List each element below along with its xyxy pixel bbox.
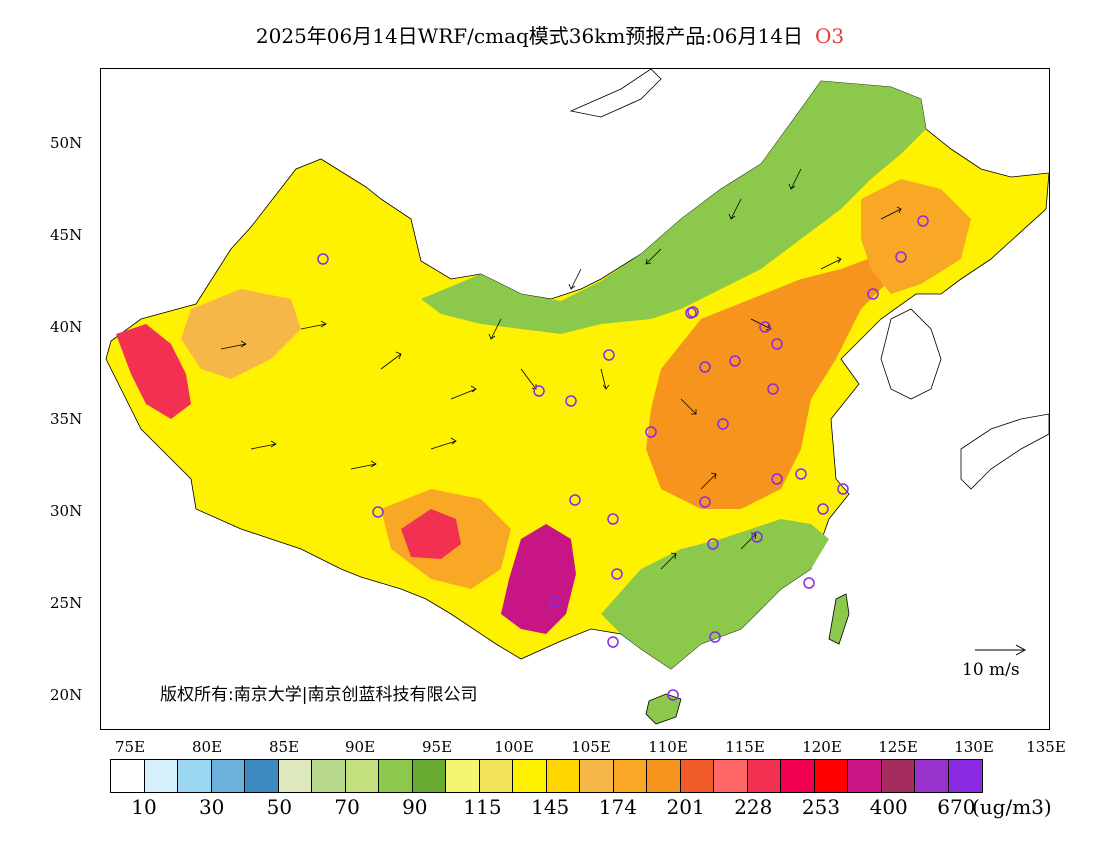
lon-label-75: 75E <box>114 738 146 756</box>
lon-label-110: 110E <box>648 738 688 756</box>
colorbar-swatch <box>412 760 446 792</box>
lon-label-125: 125E <box>878 738 918 756</box>
colorbar-tick-label: 145 <box>531 795 570 819</box>
colorbar-tick-label: 10 <box>131 795 157 819</box>
lon-label-85: 85E <box>268 738 300 756</box>
lon-label-80: 80E <box>191 738 223 756</box>
orange-zone-northeast <box>861 179 971 294</box>
colorbar-tick-label: 400 <box>869 795 908 819</box>
coastline-sakhalin <box>569 69 662 118</box>
lon-label-120: 120E <box>802 738 842 756</box>
colorbar-swatch <box>747 760 781 792</box>
city-markers <box>317 215 929 701</box>
colorbar-swatch <box>479 760 513 792</box>
lat-label-45: 45N <box>50 226 83 244</box>
colorbar-swatch <box>245 760 279 792</box>
colorbar-swatch <box>546 760 580 792</box>
wind-reference-arrow <box>960 640 1030 664</box>
china-fill <box>105 80 1049 670</box>
colorbar-tick-label: 70 <box>334 795 360 819</box>
colorbar-swatch <box>714 760 748 792</box>
coastline-japan <box>960 413 1049 490</box>
red-hotspot-tibet <box>401 509 461 559</box>
species-label: O3 <box>814 24 845 48</box>
map-title: 2025年06月14日WRF/cmaq模式36km预报产品:06月14日 O3 <box>0 20 1100 49</box>
red-hotspot-kashgar <box>116 324 191 419</box>
green-taiwan <box>828 593 850 645</box>
colorbar-tick-label: 174 <box>598 795 637 819</box>
colorbar <box>110 759 983 793</box>
colorbar-swatch <box>680 760 714 792</box>
unit-label: (ug/m3) <box>972 795 1052 819</box>
title-text: 2025年06月14日WRF/cmaq模式36km预报产品:06月14日 <box>255 24 803 48</box>
colorbar-tick-label: 115 <box>463 795 502 819</box>
colorbar-tick-label: 670 <box>937 795 976 819</box>
green-zone-north <box>421 81 926 334</box>
wind-vectors <box>220 168 902 570</box>
colorbar-tick-label: 201 <box>666 795 705 819</box>
green-zone-south <box>601 519 829 669</box>
orange-zone-west <box>181 289 301 379</box>
copyright-text: 版权所有:南京大学|南京创蓝科技有限公司 <box>160 685 478 705</box>
lat-label-35: 35N <box>50 410 83 428</box>
colorbar-swatch <box>278 760 312 792</box>
concentration-map <box>105 69 1049 725</box>
lon-label-90: 90E <box>344 738 376 756</box>
colorbar-swatch <box>814 760 848 792</box>
colorbar-swatch <box>513 760 547 792</box>
lat-label-20: 20N <box>50 686 83 704</box>
colorbar-swatch <box>345 760 379 792</box>
colorbar-swatch <box>881 760 915 792</box>
colorbar-tick-label: 50 <box>266 795 293 819</box>
lon-label-100: 100E <box>494 738 534 756</box>
wind-reference-label: 10 m/s <box>962 660 1020 680</box>
lat-label-40: 40N <box>50 318 83 336</box>
orange-zone-east <box>646 254 901 509</box>
lat-label-30: 30N <box>50 502 83 520</box>
colorbar-swatch <box>111 760 145 792</box>
lon-label-130: 130E <box>954 738 994 756</box>
lon-label-135: 135E <box>1026 738 1066 756</box>
colorbar-tick-label: 90 <box>402 795 428 819</box>
colorbar-swatch <box>312 760 346 792</box>
lon-label-95: 95E <box>421 738 453 756</box>
green-hainan <box>645 693 682 725</box>
colorbar-swatch <box>647 760 681 792</box>
map-panel <box>100 68 1050 730</box>
colorbar-swatch <box>178 760 212 792</box>
lat-label-25: 25N <box>50 594 83 612</box>
colorbar-swatch <box>379 760 413 792</box>
colorbar-swatch <box>580 760 614 792</box>
colorbar-swatch <box>848 760 882 792</box>
colorbar-tick-label: 253 <box>801 795 841 819</box>
colorbar-tick-label: 228 <box>734 795 773 819</box>
colorbar-swatch <box>446 760 480 792</box>
colorbar-swatch <box>613 760 647 792</box>
colorbar-swatch <box>948 760 982 792</box>
lon-label-115: 115E <box>725 738 765 756</box>
colorbar-swatch <box>915 760 949 792</box>
lon-label-105: 105E <box>571 738 611 756</box>
lat-label-50: 50N <box>50 134 83 152</box>
colorbar-swatch <box>781 760 815 792</box>
colorbar-swatch <box>144 760 178 792</box>
colorbar-tick-label: 30 <box>198 795 225 819</box>
colorbar-swatch <box>211 760 245 792</box>
coastline-korea <box>880 308 942 400</box>
